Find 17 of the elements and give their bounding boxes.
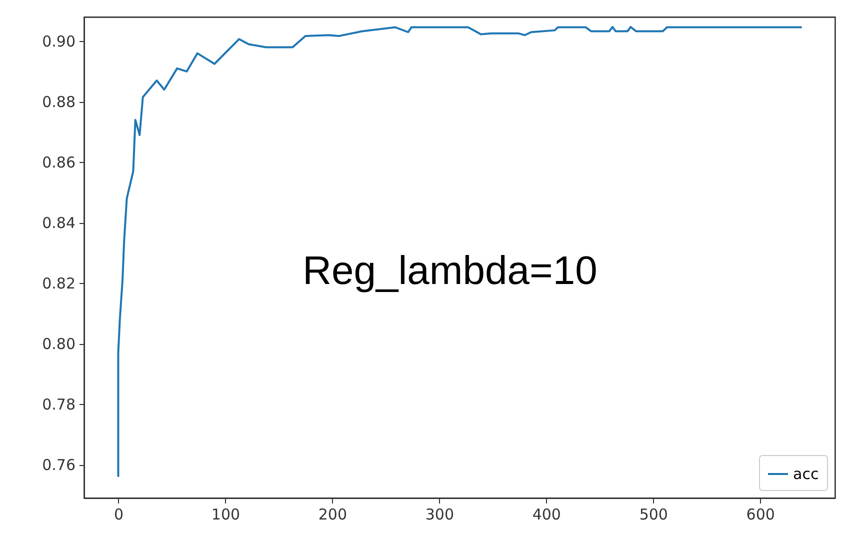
x-tick-label: 100 [211, 506, 240, 524]
y-tick-label: 0.84 [42, 214, 76, 232]
annotation: Reg_lambda=10 [302, 249, 598, 293]
y-tick-label: 0.80 [42, 335, 76, 354]
x-tick-label: 300 [425, 506, 454, 524]
x-tick-label: 600 [746, 506, 775, 524]
y-tick-label: 0.78 [42, 396, 76, 414]
x-tick-label: 500 [639, 506, 668, 524]
x-tick-label: 0 [114, 506, 124, 524]
y-tick-label: 0.86 [42, 154, 76, 172]
y-tick-label: 0.88 [42, 93, 76, 112]
y-tick-label: 0.82 [42, 274, 76, 293]
legend-label: acc [793, 465, 819, 483]
y-tick-label: 0.90 [42, 32, 76, 51]
y-tick-label: 0.76 [42, 456, 76, 474]
x-tick-label: 400 [532, 506, 561, 524]
x-tick-label: 200 [318, 506, 348, 524]
